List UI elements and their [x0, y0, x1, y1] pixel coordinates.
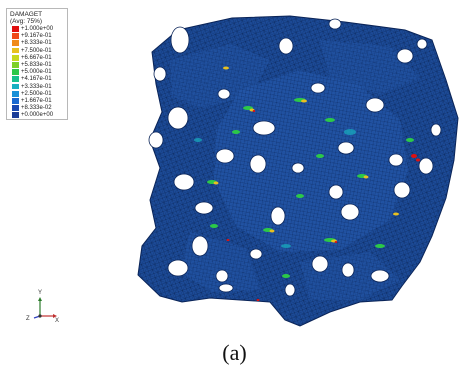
legend-value-label: +5.833e-01: [21, 62, 52, 68]
legend-value-label: +9.167e-01: [21, 33, 52, 40]
legend-swatch: [12, 90, 19, 97]
legend-value-label: +0.000e+00: [21, 112, 54, 119]
legend-averaging-note: (Avg: 75%): [10, 18, 43, 25]
mid-damage-patches: [194, 129, 356, 248]
damage-hotspots: [207, 66, 420, 301]
triad-axes-icon: [33, 297, 57, 319]
legend-value-label: +1.667e-01: [21, 98, 52, 104]
legend-value-label: +1.000e+00: [21, 26, 54, 32]
legend-value-label: +2.500e-01: [21, 90, 52, 97]
legend-swatch: [12, 105, 19, 111]
legend-swatch: [12, 62, 19, 68]
legend-swatch: [12, 54, 19, 61]
legend-value-label: +4.167e-01: [21, 76, 52, 83]
legend-value-label: +7.500e-01: [21, 47, 52, 54]
legend-swatch: [12, 47, 19, 54]
legend-value-label: +6.667e-01: [21, 54, 52, 61]
legend-value-label: +8.333e-02: [21, 105, 52, 112]
legend-value-label: +5.000e-01: [21, 69, 52, 76]
legend-title: DAMAGET: [10, 11, 43, 18]
legend-swatch: [12, 76, 19, 83]
triad-z-label: Z: [26, 316, 30, 322]
legend-swatch: [12, 33, 19, 39]
legend-swatch: [12, 69, 19, 75]
triad-y-label: Y: [38, 290, 43, 296]
pores: [148, 18, 442, 297]
legend-swatch: [12, 83, 19, 90]
legend-swatch: [12, 112, 19, 119]
figure-caption: (a): [222, 340, 247, 365]
legend-swatch: [12, 26, 19, 32]
legend-value-label: +3.333e-01: [21, 83, 52, 90]
coordinate-triad: Y X Z: [26, 290, 60, 326]
legend-swatch: [12, 98, 19, 104]
triad-x-label: X: [55, 318, 60, 324]
legend-swatch: [12, 40, 19, 47]
contour-legend: DAMAGET (Avg: 75%) +1.000e+00 +9.167e-01 +…: [6, 8, 68, 120]
legend-value-label: +8.333e-01: [21, 40, 52, 47]
